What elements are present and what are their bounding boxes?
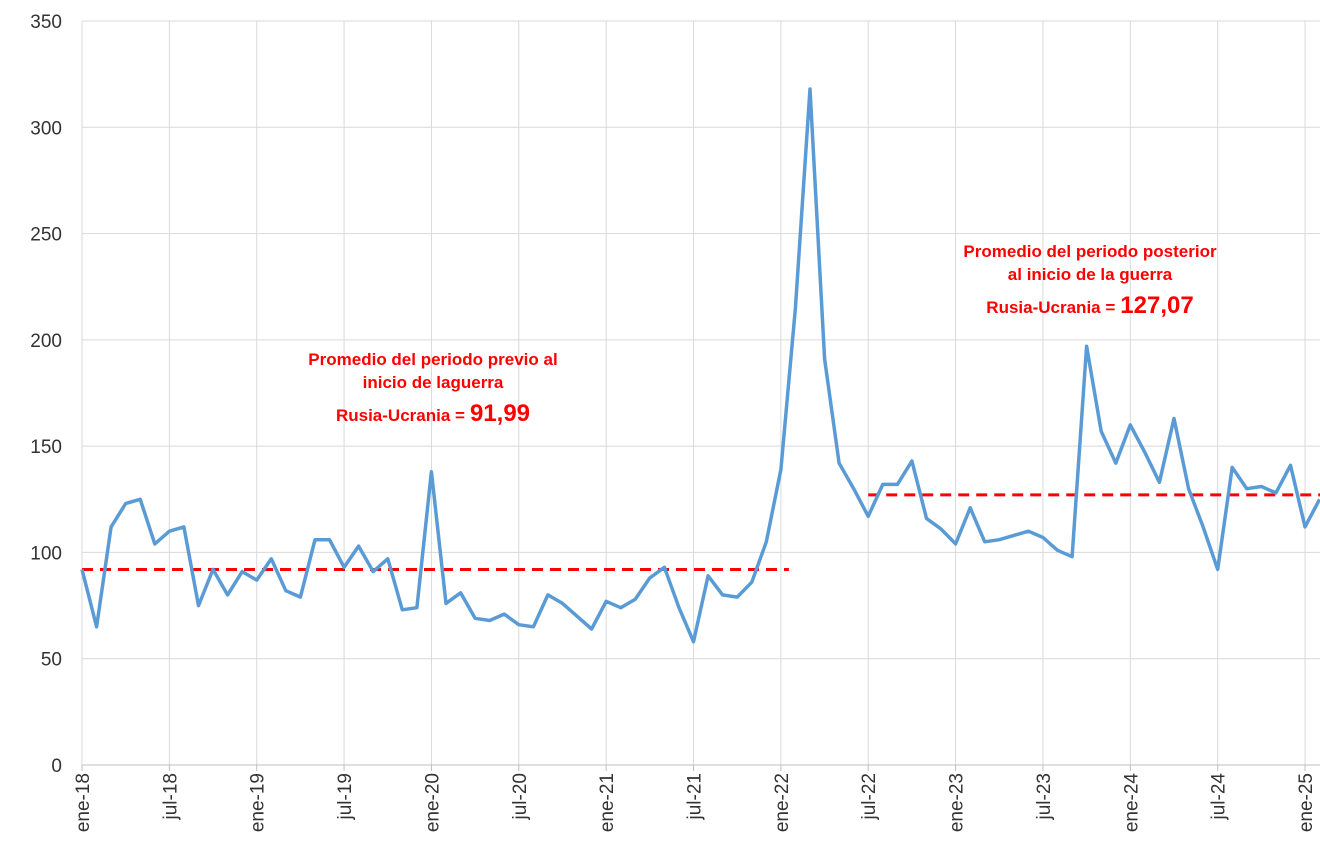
annotation: Rusia-Ucrania = 127,07 bbox=[986, 292, 1193, 319]
x-tick-label: ene-25 bbox=[1296, 773, 1317, 832]
x-tick-label: jul-19 bbox=[335, 773, 356, 820]
x-tick-label: ene-24 bbox=[1121, 773, 1142, 833]
x-tick-label: jul-20 bbox=[510, 773, 531, 820]
data-line bbox=[80, 87, 1320, 644]
annotation-text: Rusia-Ucrania = bbox=[986, 298, 1115, 317]
y-tick-label: 50 bbox=[41, 650, 62, 671]
y-tick-label: 250 bbox=[30, 225, 62, 246]
x-tick-label: jul-18 bbox=[160, 773, 181, 820]
x-tick-label: ene-19 bbox=[248, 773, 269, 832]
annotation: Promedio del periodo posterior bbox=[963, 242, 1217, 261]
annotation-text: Rusia-Ucrania = bbox=[336, 406, 465, 425]
annotation: Promedio del periodo previo al bbox=[308, 350, 557, 369]
y-tick-label: 0 bbox=[51, 756, 62, 777]
x-tick-label: jul-22 bbox=[859, 773, 880, 820]
y-tick-label: 300 bbox=[30, 118, 62, 139]
annotation: inicio de laguerra bbox=[363, 373, 504, 392]
y-tick-label: 350 bbox=[30, 12, 62, 33]
annotation: Rusia-Ucrania = 91,99 bbox=[336, 400, 530, 427]
x-tick-label: ene-23 bbox=[947, 773, 968, 832]
x-tick-label: jul-23 bbox=[1034, 773, 1055, 820]
y-tick-label: 200 bbox=[30, 331, 62, 352]
annotation-value: 91,99 bbox=[470, 400, 530, 427]
x-tick-label: ene-20 bbox=[422, 773, 443, 832]
y-tick-label: 150 bbox=[30, 437, 62, 458]
y-tick-label: 100 bbox=[30, 543, 62, 564]
x-tick-label: ene-22 bbox=[772, 773, 793, 832]
x-tick-label: ene-18 bbox=[73, 773, 94, 832]
x-tick-label: ene-21 bbox=[597, 773, 618, 832]
x-tick-label: jul-24 bbox=[1209, 773, 1230, 821]
x-tick-label: jul-21 bbox=[685, 773, 706, 820]
annotation: al inicio de la guerra bbox=[1008, 265, 1173, 284]
annotation-value: 127,07 bbox=[1120, 292, 1193, 319]
